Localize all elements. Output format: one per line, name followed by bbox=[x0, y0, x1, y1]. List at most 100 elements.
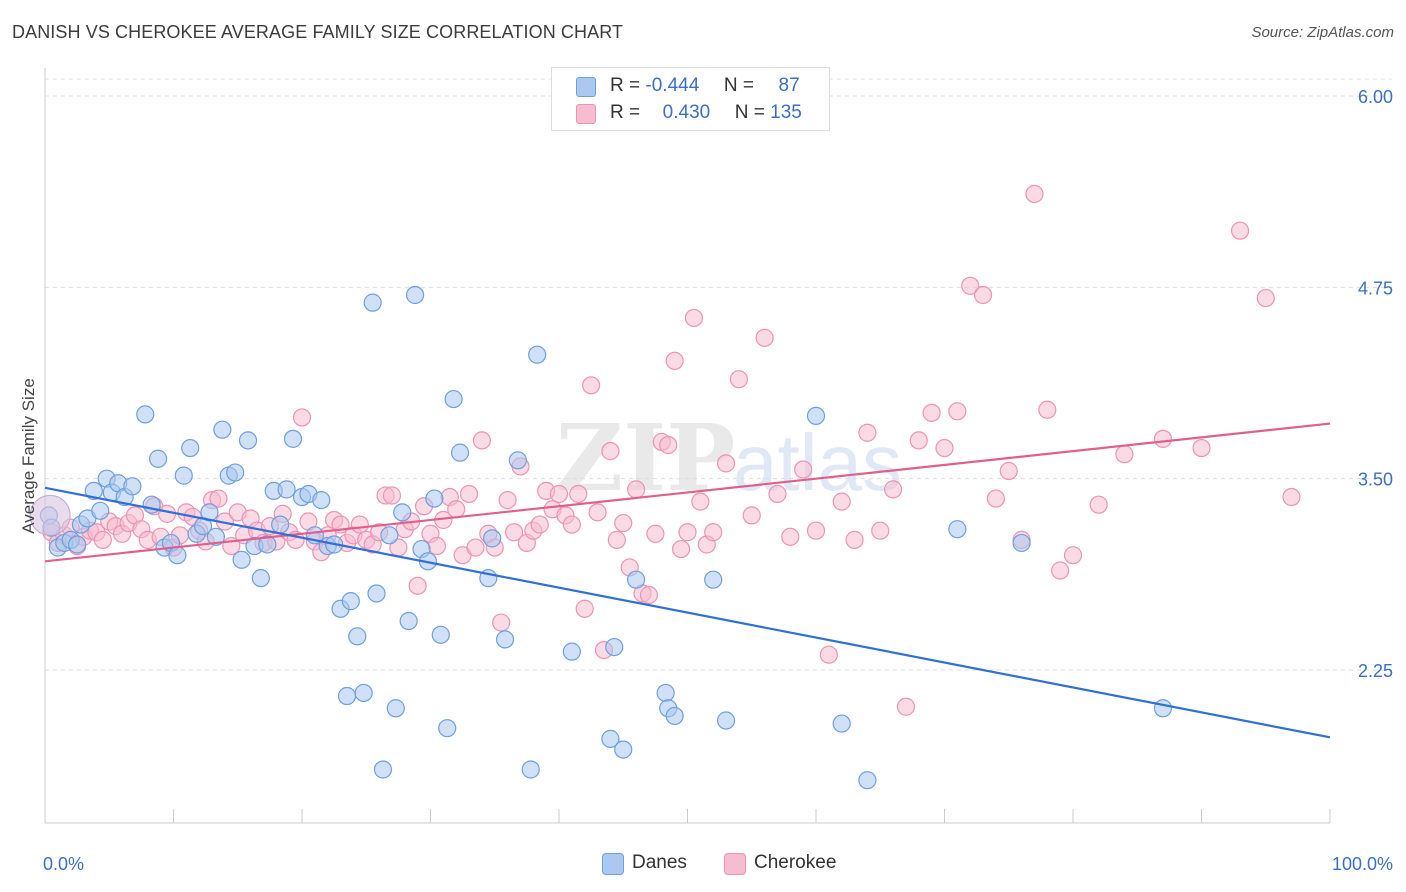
cherokee-point-129 bbox=[1038, 400, 1057, 419]
cherokee-point-93 bbox=[639, 585, 659, 605]
danes-r-label: R = bbox=[610, 75, 641, 96]
danes-point-37 bbox=[277, 480, 296, 499]
cherokee-point-131 bbox=[1063, 546, 1083, 565]
cherokee-point-53 bbox=[382, 486, 402, 505]
cherokee-point-82 bbox=[569, 484, 588, 504]
cherokee-r-value: 0.430 bbox=[662, 102, 711, 123]
danes-point-20 bbox=[168, 546, 187, 565]
cherokee-point-26 bbox=[209, 489, 228, 508]
danes-point-9 bbox=[91, 501, 110, 520]
cherokee-point-8 bbox=[93, 530, 112, 549]
danes-point-68 bbox=[508, 451, 527, 470]
danes-point-21 bbox=[174, 466, 193, 485]
danes-point-73 bbox=[605, 637, 624, 657]
danes-point-67 bbox=[495, 630, 515, 649]
cherokee-point-135 bbox=[1192, 438, 1211, 458]
danes-r-value: -0.444 bbox=[645, 75, 700, 96]
y-tick-label-1: 3.50 bbox=[1358, 470, 1393, 490]
danes-point-26 bbox=[206, 527, 226, 546]
cherokee-point-132 bbox=[1089, 495, 1108, 514]
cherokee-point-137 bbox=[1256, 288, 1275, 308]
cherokee-point-114 bbox=[845, 530, 864, 549]
cherokee-stats-label: R = 0.430 N = 135 bbox=[610, 102, 802, 124]
danes-points bbox=[29, 285, 1173, 790]
cherokee-point-136 bbox=[1230, 221, 1250, 240]
danes-point-31 bbox=[238, 431, 258, 450]
cherokee-point-119 bbox=[909, 431, 928, 450]
y-tick-label-3: 6.00 bbox=[1358, 87, 1393, 107]
cherokee-point-96 bbox=[659, 435, 678, 455]
cherokee-point-87 bbox=[601, 442, 620, 461]
danes-point-34 bbox=[258, 535, 277, 554]
danes-point-75 bbox=[626, 570, 646, 589]
danes-point-64 bbox=[450, 443, 470, 462]
cherokee-point-98 bbox=[671, 539, 691, 559]
cherokee-point-76 bbox=[530, 515, 549, 534]
cherokee-point-67 bbox=[472, 431, 491, 450]
cherokee-point-72 bbox=[504, 523, 524, 542]
cherokee-point-111 bbox=[806, 521, 826, 540]
danes-point-42 bbox=[312, 490, 331, 510]
cherokee-point-121 bbox=[935, 438, 954, 458]
danes-point-14 bbox=[123, 477, 142, 496]
danes-point-82 bbox=[832, 714, 851, 733]
cherokee-point-133 bbox=[1115, 445, 1134, 464]
cherokee-point-104 bbox=[716, 454, 736, 473]
cherokee-point-138 bbox=[1282, 487, 1301, 507]
danes-point-81 bbox=[806, 406, 826, 426]
cherokee-legend-swatch bbox=[724, 853, 746, 875]
cherokee-r-label: R = bbox=[610, 102, 641, 123]
x-tick-label-max: 100.0% bbox=[1332, 854, 1393, 874]
cherokee-n-value: 135 bbox=[770, 102, 802, 123]
cherokee-point-85 bbox=[588, 503, 607, 522]
cherokee-point-99 bbox=[678, 523, 697, 542]
danes-point-61 bbox=[431, 625, 450, 644]
cherokee-swatch bbox=[576, 104, 596, 124]
danes-legend-label: Danes bbox=[632, 852, 687, 873]
danes-point-36 bbox=[271, 515, 290, 534]
cherokee-point-108 bbox=[768, 484, 787, 504]
stats-legend: R = -0.444 N = 87 R = 0.430 N = 135 bbox=[551, 67, 830, 131]
cherokee-points bbox=[42, 184, 1301, 716]
danes-point-47 bbox=[341, 592, 360, 611]
y-axis-label: Average Family Size bbox=[19, 378, 38, 534]
danes-point-30 bbox=[232, 550, 251, 569]
danes-point-63 bbox=[444, 389, 463, 409]
origin-cluster-point bbox=[29, 494, 71, 536]
danes-point-80 bbox=[716, 711, 736, 730]
cherokee-point-70 bbox=[492, 613, 511, 632]
danes-point-55 bbox=[393, 503, 412, 522]
cherokee-point-118 bbox=[896, 697, 916, 716]
danes-point-70 bbox=[528, 345, 547, 364]
danes-point-74 bbox=[614, 740, 633, 759]
danes-point-22 bbox=[181, 438, 200, 458]
danes-point-51 bbox=[367, 584, 386, 603]
cherokee-point-126 bbox=[999, 461, 1018, 481]
cherokee-point-123 bbox=[961, 276, 980, 295]
danes-point-72 bbox=[601, 729, 620, 748]
cherokee-point-39 bbox=[292, 408, 312, 427]
danes-point-71 bbox=[562, 642, 581, 661]
danes-point-50 bbox=[363, 293, 382, 312]
cherokee-point-105 bbox=[729, 370, 749, 389]
cherokee-point-94 bbox=[646, 524, 665, 543]
cherokee-point-48 bbox=[350, 515, 369, 534]
cherokee-n-label: N = bbox=[734, 102, 765, 123]
danes-point-38 bbox=[283, 429, 303, 448]
danes-point-57 bbox=[405, 285, 425, 305]
danes-point-46 bbox=[337, 686, 357, 706]
danes-point-52 bbox=[373, 760, 393, 779]
danes-point-53 bbox=[380, 526, 399, 545]
y-tick-label-0: 2.25 bbox=[1358, 661, 1393, 681]
cherokee-point-110 bbox=[794, 460, 813, 479]
x-tick-label-min: 0.0% bbox=[43, 854, 84, 874]
cherokee-point-101 bbox=[691, 492, 710, 511]
cherokee-point-117 bbox=[883, 480, 903, 499]
cherokee-point-109 bbox=[781, 527, 800, 546]
cherokee-point-125 bbox=[986, 489, 1006, 508]
danes-point-60 bbox=[425, 489, 444, 508]
danes-point-83 bbox=[858, 771, 877, 790]
danes-swatch bbox=[576, 77, 596, 97]
cherokee-point-88 bbox=[607, 530, 626, 549]
